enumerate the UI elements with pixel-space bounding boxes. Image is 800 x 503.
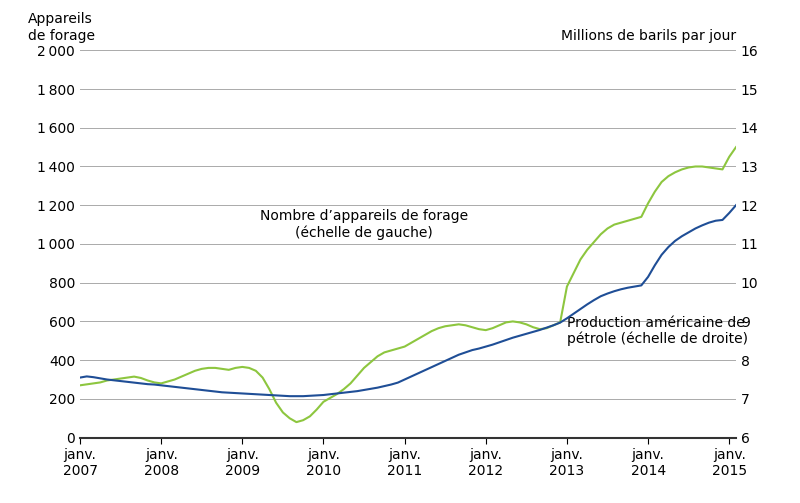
Text: Millions de barils par jour: Millions de barils par jour: [561, 29, 736, 43]
Text: Production américaine de
pétrole (échelle de droite): Production américaine de pétrole (échell…: [567, 315, 748, 347]
Text: Appareils
de forage: Appareils de forage: [27, 13, 94, 43]
Text: Nombre d’appareils de forage
(échelle de gauche): Nombre d’appareils de forage (échelle de…: [260, 209, 468, 240]
